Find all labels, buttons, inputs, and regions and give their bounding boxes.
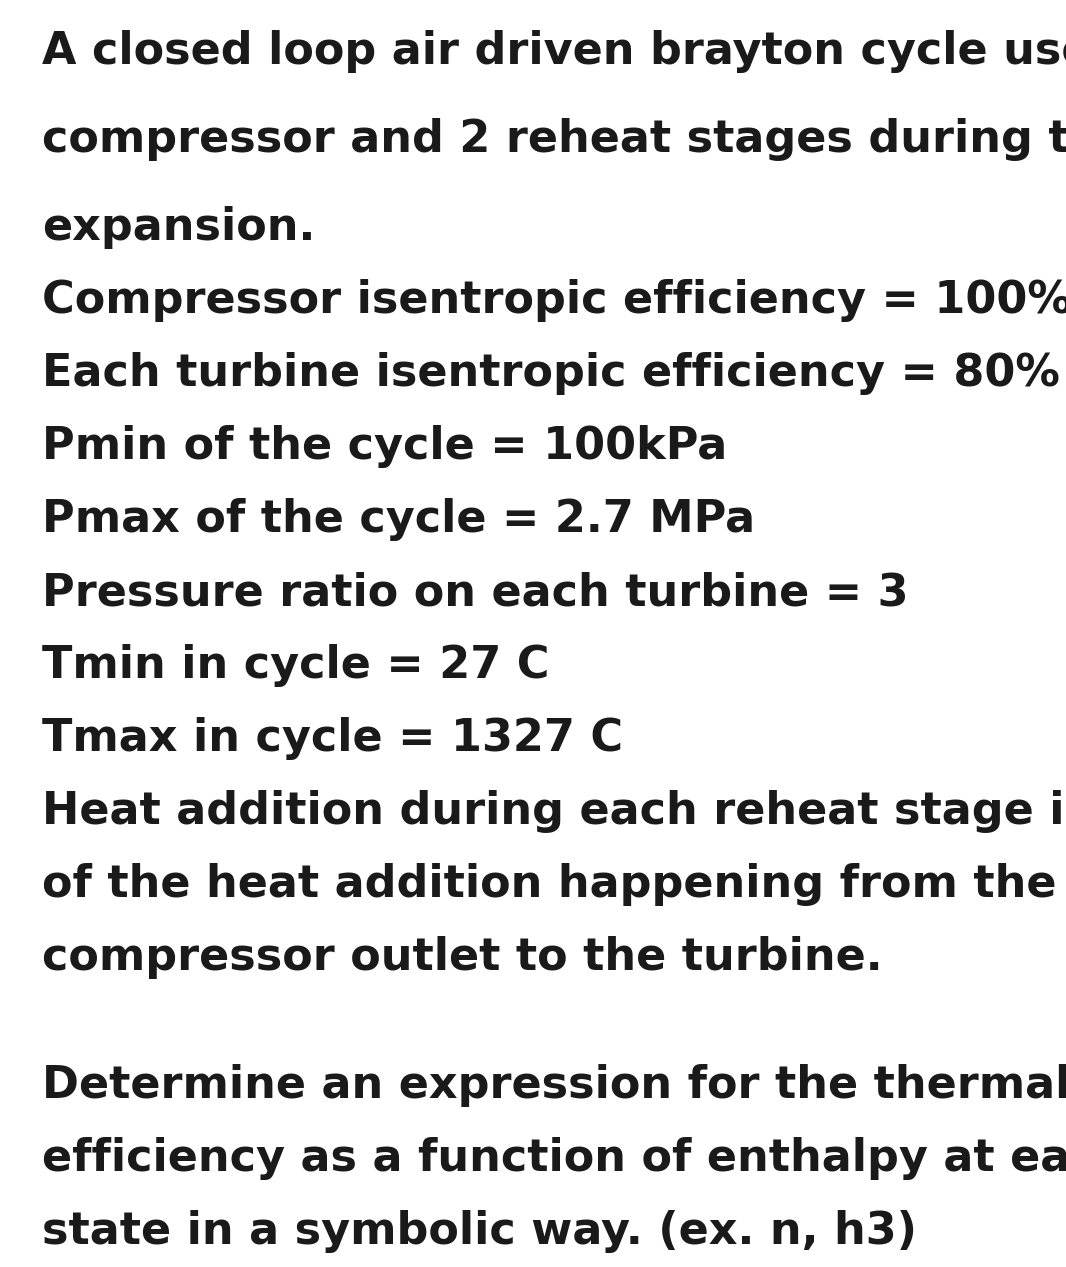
Text: Tmax in cycle = 1327 C: Tmax in cycle = 1327 C [42,717,624,760]
Text: Each turbine isentropic efficiency = 80%: Each turbine isentropic efficiency = 80% [42,352,1060,395]
Text: Heat addition during each reheat stage is 25%: Heat addition during each reheat stage i… [42,791,1066,832]
Text: Tmin in cycle = 27 C: Tmin in cycle = 27 C [42,644,549,687]
Text: Pmin of the cycle = 100kPa: Pmin of the cycle = 100kPa [42,424,727,468]
Text: expansion.: expansion. [42,207,316,250]
Text: Determine an expression for the thermal: Determine an expression for the thermal [42,1064,1066,1107]
Text: of the heat addition happening from the: of the heat addition happening from the [42,863,1056,906]
Text: compressor and 2 reheat stages during the: compressor and 2 reheat stages during th… [42,118,1066,161]
Text: efficiency as a function of enthalpy at each: efficiency as a function of enthalpy at … [42,1136,1066,1180]
Text: A closed loop air driven brayton cycle uses a: A closed loop air driven brayton cycle u… [42,30,1066,73]
Text: Pmax of the cycle = 2.7 MPa: Pmax of the cycle = 2.7 MPa [42,498,755,541]
Text: Compressor isentropic efficiency = 100%: Compressor isentropic efficiency = 100% [42,279,1066,322]
Text: compressor outlet to the turbine.: compressor outlet to the turbine. [42,936,883,979]
Text: state in a symbolic way. (ex. n, h3): state in a symbolic way. (ex. n, h3) [42,1210,917,1253]
Text: Pressure ratio on each turbine = 3: Pressure ratio on each turbine = 3 [42,571,908,614]
